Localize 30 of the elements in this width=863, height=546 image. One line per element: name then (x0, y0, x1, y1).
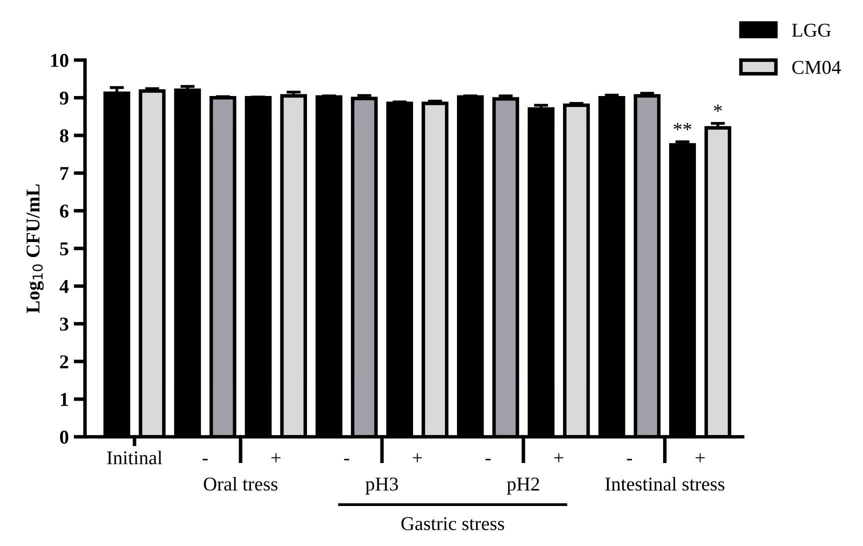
y-tick-label: 7 (60, 167, 69, 180)
y-tick-label: 1 (60, 393, 68, 406)
legend-label: LGG (792, 24, 831, 37)
x-tick-label: - (486, 458, 491, 460)
x-tick-label: - (202, 458, 208, 460)
y-tick-label: 0 (60, 430, 68, 444)
x-tick-label: + (412, 453, 422, 462)
x-tick-label: - (344, 458, 350, 460)
y-tick-label: 9 (60, 92, 68, 105)
text: Oral tress (204, 476, 278, 491)
y-tick-label: 6 (60, 204, 68, 218)
text: pH3 (366, 478, 398, 495)
y-tick-label: 10 (51, 54, 68, 67)
y-tick-label: 4 (60, 280, 69, 293)
x-tick-label: + (696, 453, 705, 462)
y-tick-label: 2 (60, 355, 68, 368)
annotation: ** (674, 123, 692, 130)
x-tick-label: + (554, 453, 564, 462)
text: Gastric stress (401, 517, 504, 530)
text: Intestinal stress (605, 476, 724, 491)
legend-label: CM04 (792, 60, 841, 74)
x-tick-label: + (271, 453, 280, 462)
x-tick-label: Initinal (107, 450, 162, 464)
y-tick-label: 5 (60, 242, 68, 256)
x-tick-label: - (626, 458, 632, 460)
annotation: * (714, 104, 722, 112)
y-axis-title: Log$_{10}$ CFU/mL (26, 184, 44, 314)
y-tick-label: 8 (60, 129, 68, 142)
y-tick-label: 3 (60, 318, 68, 331)
text: pH2 (506, 478, 540, 495)
